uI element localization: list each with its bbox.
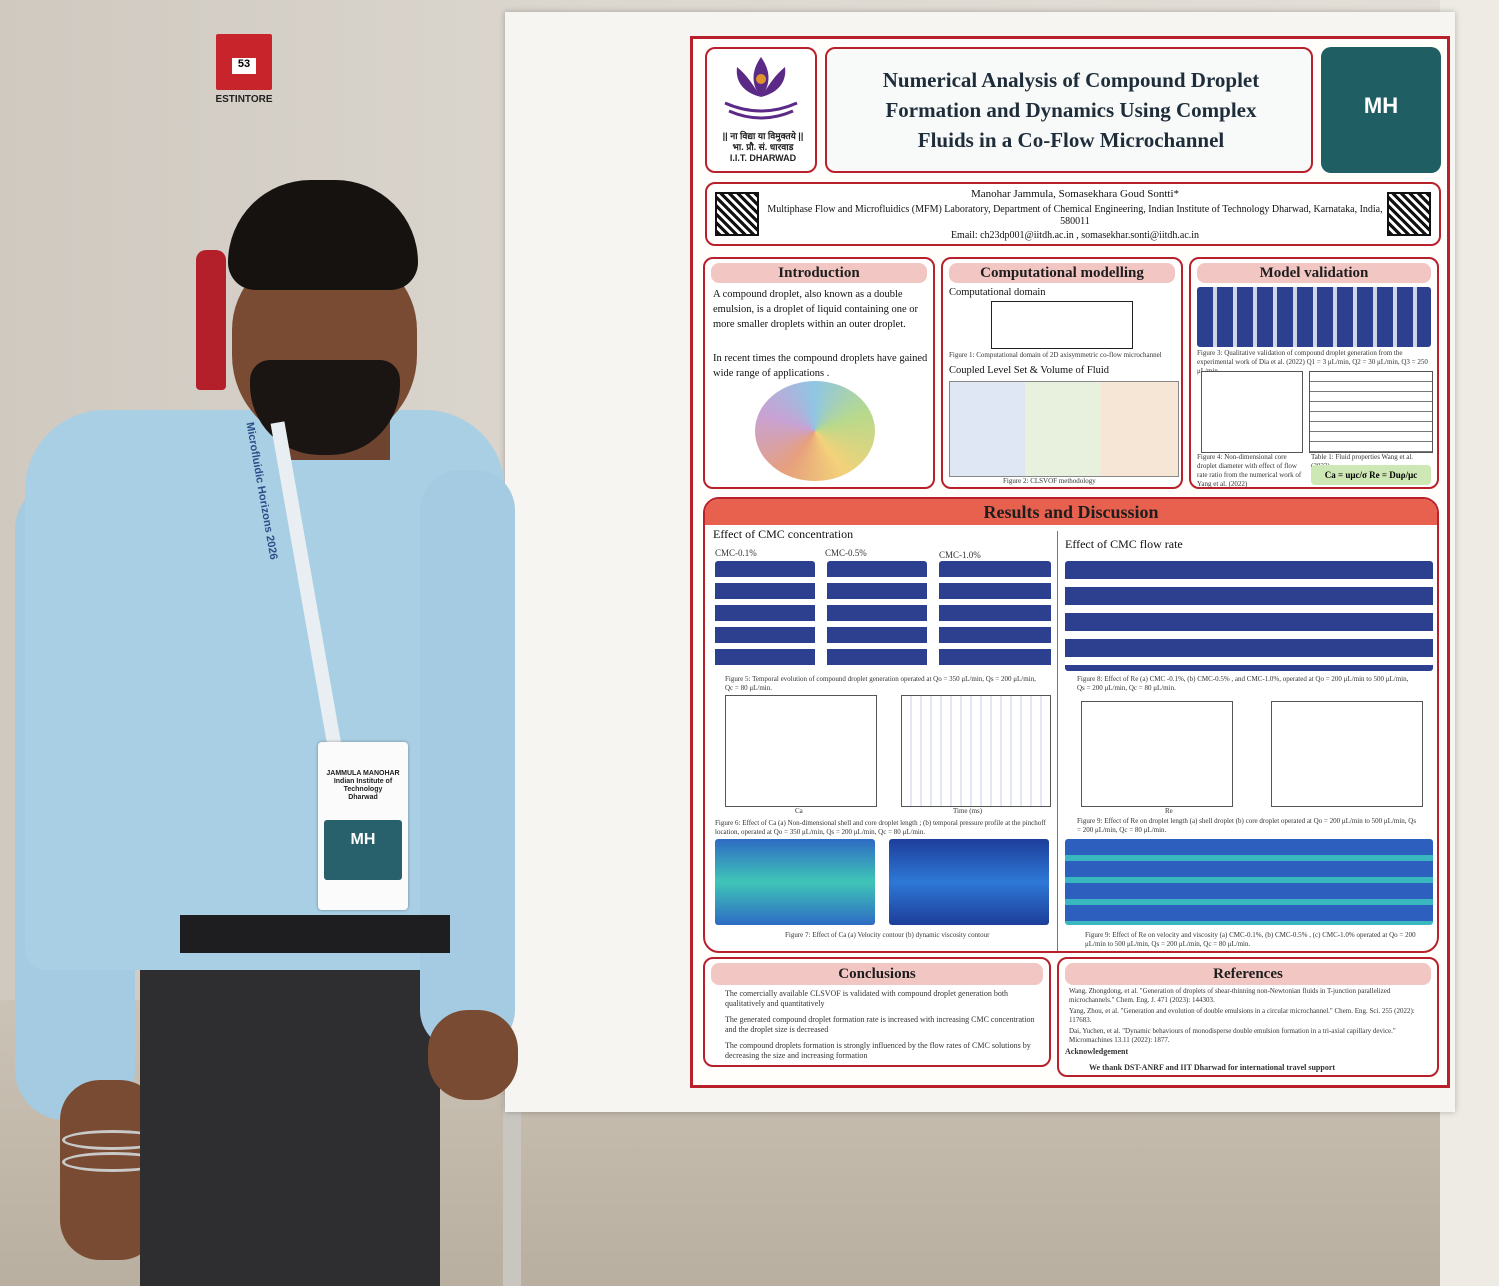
- divider: [1057, 531, 1058, 951]
- introduction-heading: Introduction: [711, 263, 927, 283]
- board-stand: [503, 1095, 521, 1286]
- coupled-label: Coupled Level Set & Volume of Fluid: [949, 365, 1110, 376]
- hair: [228, 180, 418, 290]
- poster: || ना विद्या या विमुक्तये || भा. प्रौ. स…: [690, 36, 1450, 1088]
- references-heading: References: [1065, 963, 1431, 985]
- fig4-caption: Figure 4: Non-dimensional core droplet d…: [1197, 453, 1302, 488]
- formula-box: Ca = uμc/σ Re = Duρ/μc: [1311, 465, 1431, 485]
- authors: Manohar Jammula, Somasekhara Goud Sontti…: [970, 188, 1180, 200]
- results-heading: Results and Discussion: [705, 499, 1437, 525]
- re-core-plot: [1271, 701, 1423, 807]
- flow-rate-figure: [1065, 561, 1433, 671]
- evolution-figure-05: [827, 561, 927, 671]
- re-shell-plot: [1081, 701, 1233, 807]
- author-box: Manohar Jammula, Somasekhara Goud Sontti…: [705, 182, 1441, 246]
- fig8-caption: Figure 8: Effect of Re (a) CMC -0.1%, (b…: [1077, 675, 1409, 692]
- results-box: Results and Discussion Effect of CMC con…: [703, 497, 1439, 953]
- effect-cmc-flow-rate: Effect of CMC flow rate: [1065, 537, 1183, 551]
- fire-extinguisher: [196, 250, 226, 390]
- qr-code-icon: [1387, 192, 1431, 236]
- applications-wheel: [755, 381, 875, 481]
- domain-diagram: [991, 301, 1133, 349]
- fig2-caption: Figure 2: CLSVOF methodology: [1003, 477, 1096, 485]
- trousers: [140, 920, 440, 1286]
- poster-title: Numerical Analysis of Compound Droplet F…: [882, 68, 1260, 152]
- sign-label: ESTINTORE: [215, 94, 273, 105]
- time-xlabel: Time (ms): [953, 807, 983, 815]
- fig10-caption: Figure 9: Effect of Re on velocity and v…: [1085, 931, 1416, 948]
- cmc-label-05: CMC-0.5%: [825, 548, 867, 558]
- mh-logo-text: MH: [1363, 93, 1399, 118]
- domain-label: Computational domain: [949, 287, 1046, 298]
- evolution-figure-01: [715, 561, 815, 671]
- sign-number: 53: [232, 58, 256, 74]
- re-xlabel: Re: [1165, 807, 1173, 815]
- fig1-caption: Figure 1: Computational domain of 2D axi…: [949, 351, 1162, 359]
- velocity-contour: [715, 839, 875, 925]
- qr-code-icon: [715, 192, 759, 236]
- re-contours: [1065, 839, 1433, 925]
- fluid-properties-table: [1309, 371, 1433, 453]
- mh-logo: MH: [1321, 47, 1441, 173]
- reference-3: Dai, Yuchen, et al. "Dynamic behaviours …: [1069, 1027, 1396, 1044]
- fig7-caption: Figure 7: Effect of Ca (a) Velocity cont…: [785, 931, 990, 939]
- conclusion-3: The compound droplets formation is stron…: [725, 1041, 1031, 1060]
- email: Email: ch23dp001@iitdh.ac.in , somasekha…: [950, 230, 1200, 241]
- validation-heading: Model validation: [1197, 263, 1431, 283]
- ca-length-plot: [725, 695, 877, 807]
- viscosity-contour: [889, 839, 1049, 925]
- name-badge: JAMMULA MANOHAR Indian Institute of Tech…: [318, 742, 408, 910]
- right-hand: [428, 1010, 518, 1100]
- affiliation: Multiphase Flow and Microfluidics (MFM) …: [767, 204, 1383, 227]
- fig5-caption: Figure 5: Temporal evolution of compound…: [725, 675, 1036, 692]
- computational-box: Computational modelling Computational do…: [941, 257, 1183, 489]
- belt: [180, 915, 450, 953]
- validation-plot: [1201, 371, 1303, 453]
- validation-image-strip: [1197, 287, 1431, 347]
- reference-2: Yang, Zhou, et al. "Generation and evolu…: [1069, 1007, 1415, 1024]
- intro-bullet-1: A compound droplet, also known as a doub…: [713, 289, 919, 330]
- cmc-label-01: CMC-0.1%: [715, 548, 757, 558]
- clsvof-flowchart: [949, 381, 1179, 477]
- acknowledgement-text: We thank DST-ANRF and IIT Dharwad for in…: [1089, 1063, 1336, 1072]
- acknowledgement-heading: Acknowledgement: [1065, 1047, 1129, 1056]
- reference-1: Wang, Zhongdong, et al. "Generation of d…: [1069, 987, 1391, 1004]
- conclusions-box: Conclusions The comercially available CL…: [703, 957, 1051, 1067]
- badge-logo: MH: [324, 820, 402, 880]
- intro-bullet-2: In recent times the compound droplets ha…: [713, 353, 928, 379]
- pressure-plot: [901, 695, 1051, 807]
- references-box: References Wang, Zhongdong, et al. "Gene…: [1057, 957, 1439, 1077]
- badge-name: JAMMULA MANOHAR Indian Institute of Tech…: [326, 770, 400, 801]
- iit-dharwad-logo: || ना विद्या या विमुक्तये || भा. प्रौ. स…: [705, 47, 817, 173]
- logo-left-text: || ना विद्या या विमुक्तये || भा. प्रौ. स…: [722, 131, 804, 163]
- evolution-figure-10: [939, 561, 1051, 671]
- cmc-label-10: CMC-1.0%: [939, 550, 981, 560]
- fig6-caption: Figure 6: Effect of Ca (a) Non-dimension…: [715, 819, 1046, 836]
- fig9-caption: Figure 9: Effect of Re on droplet length…: [1077, 817, 1417, 834]
- validation-box: Model validation Figure 3: Qualitative v…: [1189, 257, 1439, 489]
- introduction-box: Introduction A compound droplet, also kn…: [703, 257, 935, 489]
- conclusion-2: The generated compound droplet formation…: [725, 1015, 1035, 1034]
- lotus-icon: [724, 57, 798, 120]
- conclusion-1: The comercially available CLSVOF is vali…: [725, 989, 1009, 1008]
- effect-cmc-concentration: Effect of CMC concentration: [713, 527, 854, 541]
- title-box: Numerical Analysis of Compound Droplet F…: [825, 47, 1313, 173]
- conclusions-heading: Conclusions: [711, 963, 1043, 985]
- ca-xlabel: Ca: [795, 807, 803, 815]
- right-arm: [420, 470, 515, 1050]
- computational-heading: Computational modelling: [949, 263, 1175, 283]
